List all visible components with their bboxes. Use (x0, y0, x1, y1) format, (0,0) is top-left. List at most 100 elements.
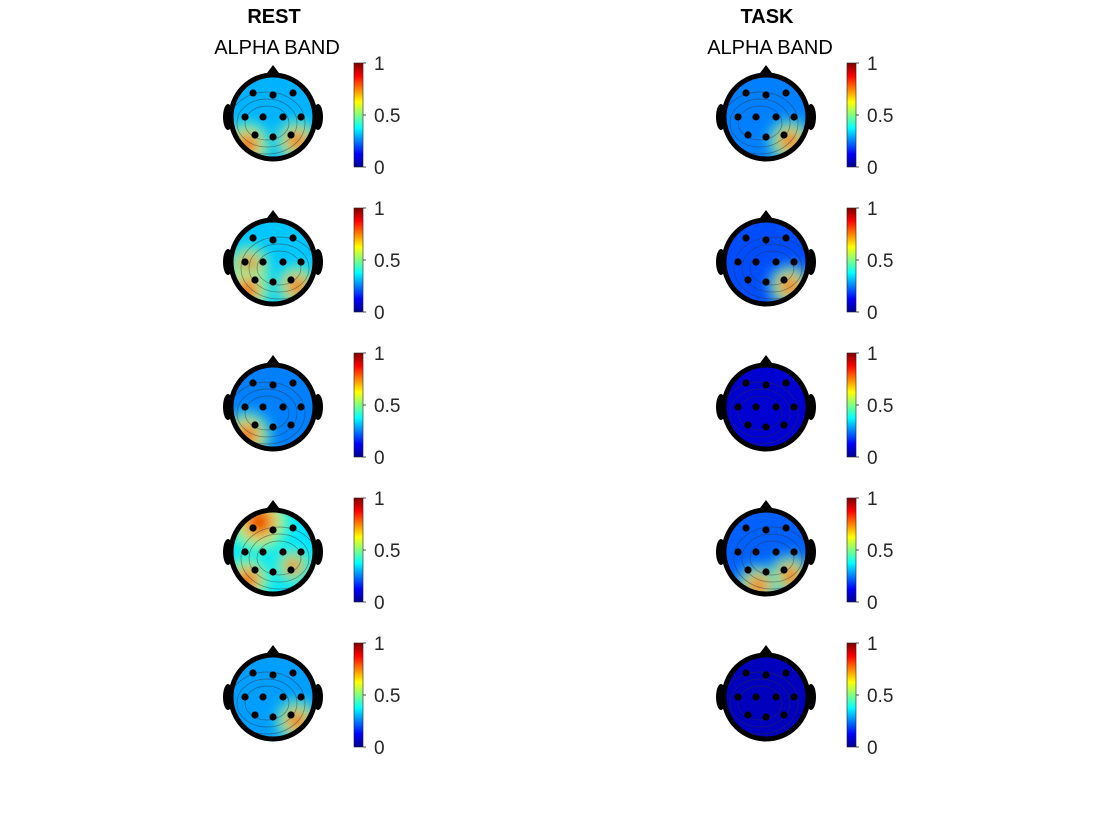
electrode-dot (297, 693, 305, 701)
electrode-dot (289, 89, 297, 97)
electrode-dot (279, 548, 287, 556)
colorbar-tick-label: 1 (374, 54, 385, 75)
electrode-dot (790, 258, 798, 266)
colorbar-tick-label: 0.5 (867, 106, 893, 127)
electrode-dot (287, 131, 295, 139)
contour-line (236, 678, 298, 728)
electrode-dot (259, 113, 267, 121)
rest-topomap-5: 10.50 (223, 634, 400, 759)
colorbar-tick-label: 1 (867, 54, 878, 75)
rest-column-title: REST (247, 6, 301, 28)
colorbar-tick-label: 1 (867, 634, 878, 655)
contour-line (729, 388, 791, 438)
colorbar-tick-label: 0 (867, 448, 878, 469)
electrode-dot (259, 693, 267, 701)
electrode-dot (772, 403, 780, 411)
colorbar (846, 352, 857, 458)
rest-topomap-3: 10.50 (223, 344, 400, 469)
contour-line (244, 105, 290, 141)
colorbar-tick-label: 0 (374, 738, 385, 759)
task-topomap-2: 10.50 (716, 199, 893, 324)
electrode-dot (297, 113, 305, 121)
head-outline (228, 652, 318, 742)
head-outline (721, 72, 811, 162)
contour-line (737, 685, 783, 721)
colorbar (353, 352, 364, 458)
electrode-dot (780, 276, 788, 284)
colorbar (846, 642, 857, 748)
contour-line (231, 381, 306, 445)
colorbar (846, 207, 857, 313)
electrode-dot (241, 548, 249, 556)
electrode-dot (744, 421, 752, 429)
colorbar-tick-label: 0.5 (374, 686, 400, 707)
colorbar-tick-label: 0.5 (867, 396, 893, 417)
task-topomap-4: 10.50 (716, 489, 893, 614)
colorbar-tick-label: 1 (867, 489, 878, 510)
head-outline (721, 507, 811, 597)
electrode-dot (269, 236, 277, 244)
electrode-dot (287, 421, 295, 429)
colorbar-tick-label: 0.5 (374, 106, 400, 127)
electrode-dot (762, 423, 770, 431)
electrode-dot (269, 133, 277, 141)
contour-line (240, 526, 315, 590)
electrode-dot (241, 693, 249, 701)
electrode-dot (762, 568, 770, 576)
colorbar-tick-label: 0 (867, 158, 878, 179)
electrode-dot (780, 131, 788, 139)
electrode-dot (251, 711, 259, 719)
electrode-dot (269, 713, 277, 721)
electrode-dot (251, 566, 259, 574)
colorbar-tick-label: 0.5 (867, 541, 893, 562)
electrode-dot (782, 234, 790, 242)
electrode-dot (297, 403, 305, 411)
electrode-dot (752, 113, 760, 121)
electrode-dot (269, 568, 277, 576)
electrode-dot (782, 669, 790, 677)
contour-line (729, 98, 791, 148)
colorbar-tick-label: 1 (867, 344, 878, 365)
electrode-dot (289, 669, 297, 677)
electrode-dot (772, 258, 780, 266)
electrode-dot (249, 524, 257, 532)
electrode-dot (782, 379, 790, 387)
electrode-dot (762, 91, 770, 99)
contour-line (733, 236, 808, 300)
electrode-dot (279, 258, 287, 266)
electrode-dot (734, 258, 742, 266)
task-topomap-3: 10.50 (716, 344, 893, 469)
electrode-dot (279, 403, 287, 411)
colorbar (846, 62, 857, 168)
contour-line (240, 236, 315, 300)
electrode-dot (772, 693, 780, 701)
electrode-dot (249, 379, 257, 387)
head-outline (721, 652, 811, 742)
contour-line (737, 105, 783, 141)
colorbar (846, 497, 857, 603)
colorbar (353, 62, 364, 168)
colorbar-tick-label: 1 (867, 199, 878, 220)
electrode-dot (752, 258, 760, 266)
rest-column-subtitle: ALPHA BAND (214, 37, 340, 59)
electrode-dot (249, 89, 257, 97)
electrode-dot (289, 379, 297, 387)
electrode-dot (752, 403, 760, 411)
rest-topomap-1: 10.50 (223, 54, 400, 179)
electrode-dot (790, 403, 798, 411)
electrode-dot (782, 89, 790, 97)
contour-line (248, 243, 310, 293)
electrode-dot (259, 258, 267, 266)
electrode-dot (762, 713, 770, 721)
contour-line (749, 540, 795, 576)
head-outline (228, 217, 318, 307)
electrode-dot (297, 258, 305, 266)
electrode-dot (734, 403, 742, 411)
electrode-dot (780, 711, 788, 719)
electrode-dot (762, 133, 770, 141)
electrode-dot (734, 113, 742, 121)
electrode-dot (762, 278, 770, 286)
electrode-dot (241, 403, 249, 411)
colorbar-tick-label: 0 (867, 738, 878, 759)
electrode-dot (782, 524, 790, 532)
